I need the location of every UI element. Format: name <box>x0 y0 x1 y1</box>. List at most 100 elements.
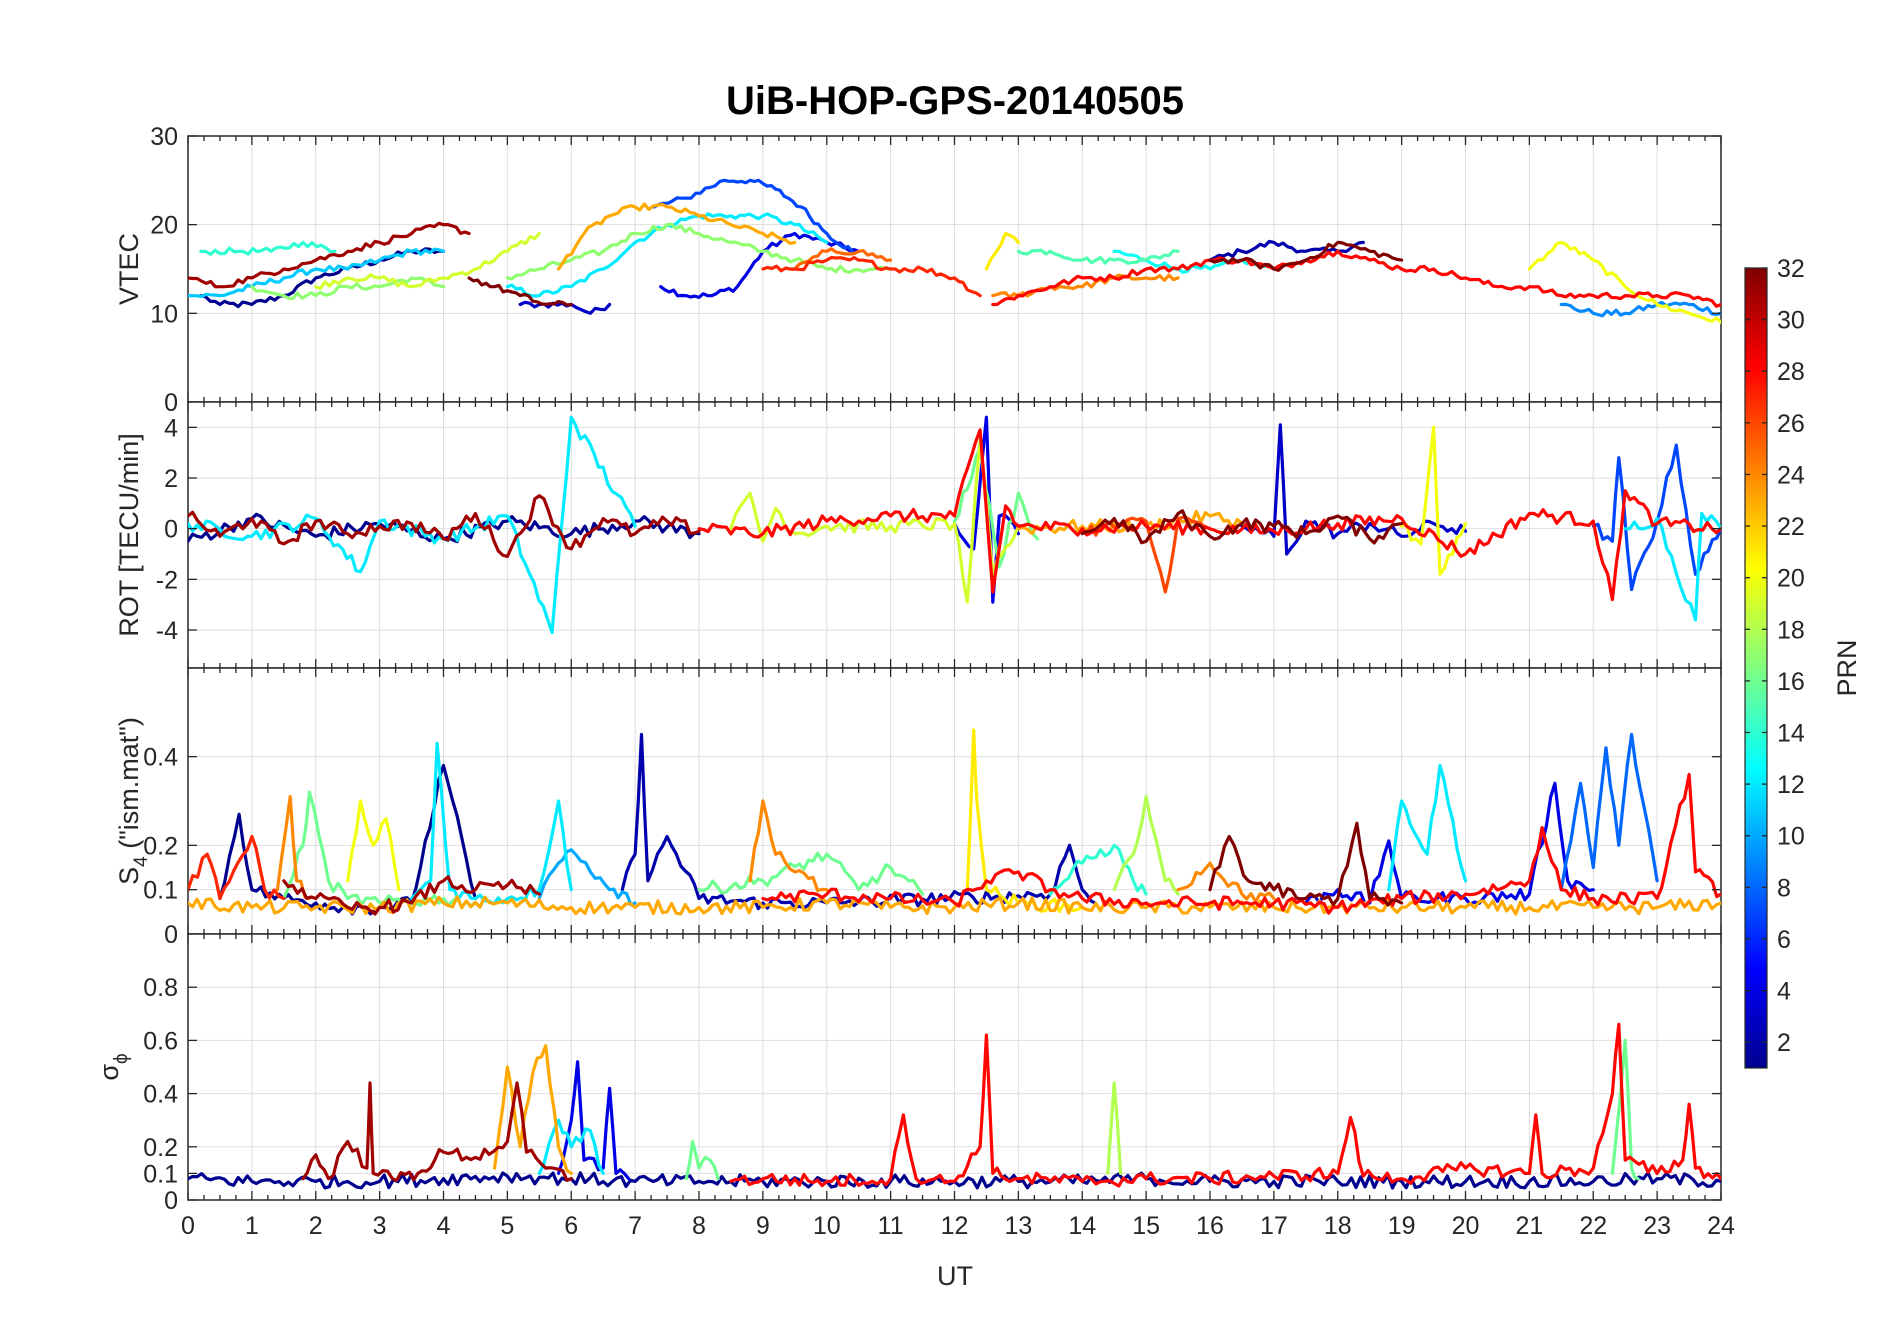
series-prn-4 <box>1304 781 1595 907</box>
x-tick-label: 4 <box>437 1212 451 1240</box>
y-tick-label: 0 <box>164 921 178 949</box>
series-prn-12 <box>188 415 637 635</box>
series-prn-18 <box>1106 1081 1123 1175</box>
x-tick-label: 3 <box>373 1212 387 1240</box>
series-prn-25 <box>793 247 893 271</box>
x-tick-label: 1 <box>245 1212 259 1240</box>
x-tick-label: 11 <box>878 1212 904 1240</box>
y-axis-label-vtec: VTEC <box>114 233 144 305</box>
series-prn-8 <box>1559 732 1659 892</box>
panel-vtec: 0 10 20 30 VTEC <box>114 123 1722 417</box>
series-prn-23 <box>493 1044 573 1175</box>
x-tick-label: 7 <box>628 1212 642 1240</box>
colorbar-tick-label: 22 <box>1777 513 1805 541</box>
y-axis-label-s4: S4 ("ism.mat") <box>114 717 152 885</box>
y-tick-label: 0.6 <box>143 1027 178 1055</box>
colorbar-tick-label: 14 <box>1777 720 1805 748</box>
series-prn-16 <box>697 851 925 896</box>
y-tick-label: 0.2 <box>143 832 178 860</box>
x-tick-label: 14 <box>1068 1212 1096 1240</box>
x-tick-label: 2 <box>309 1212 323 1240</box>
x-tick-label: 12 <box>941 1212 969 1240</box>
series-group-s4 <box>188 728 1721 916</box>
x-tick-label: 17 <box>1260 1212 1288 1240</box>
colorbar-tick-label: 20 <box>1777 565 1805 593</box>
series-prn-9 <box>1559 300 1721 318</box>
series-prn-31 <box>301 1081 573 1183</box>
colorbar-tick-label: 18 <box>1777 616 1805 644</box>
series-prn-20 <box>346 799 401 892</box>
colorbar-tick-label: 28 <box>1777 358 1805 386</box>
series-prn-32 <box>1208 821 1404 907</box>
series-prn-24 <box>1176 861 1276 903</box>
panel-s4: 0 0.1 0.2 0.4S4 ("ism.mat") <box>114 667 1722 949</box>
colorbar-tick-label: 30 <box>1777 307 1805 335</box>
series-prn-21 <box>984 231 1020 271</box>
colorbar-tick-label: 26 <box>1777 410 1805 438</box>
series-prn-12 <box>1387 763 1468 892</box>
y-tick-label: 0 <box>164 516 178 544</box>
colorbar-tick-label: 10 <box>1777 823 1805 851</box>
colorbar-tick-label: 16 <box>1777 668 1805 696</box>
series-group-vtec <box>188 178 1721 324</box>
series-prn-24 <box>748 799 829 893</box>
series-prn-23 <box>188 895 1721 916</box>
series-prn-17 <box>505 222 893 281</box>
series-prn-28 <box>729 1022 1721 1188</box>
series-prn-7 <box>1591 443 1721 592</box>
series-prn-32 <box>467 276 573 307</box>
series-prn-17 <box>250 276 446 301</box>
series-prn-15 <box>1016 248 1180 265</box>
colorbar-tick-label: 8 <box>1777 874 1791 902</box>
colorbar-label: PRN <box>1832 639 1862 696</box>
series-prn-4 <box>952 415 1020 604</box>
series-prn-16 <box>1610 1038 1640 1181</box>
series-prn-14 <box>1048 843 1148 896</box>
series-prn-12 <box>1623 511 1721 622</box>
colorbar-tick-label: 32 <box>1777 255 1805 283</box>
panel-rot: -4 -2 0 2 4 ROT [TECU/min] <box>114 401 1722 669</box>
series-prn-31 <box>188 221 471 289</box>
series-prn-28 <box>991 249 1721 308</box>
x-tick-label: 22 <box>1579 1212 1607 1240</box>
y-tick-label: 0 <box>164 1187 178 1215</box>
x-tick-label: 15 <box>1132 1212 1160 1240</box>
series-prn-23 <box>1016 509 1244 536</box>
y-tick-label: 0 <box>164 389 178 417</box>
series-prn-32 <box>1208 240 1404 272</box>
colorbar-gradient <box>1744 267 1768 1069</box>
series-prn-19 <box>314 231 541 291</box>
series-prn-27 <box>761 255 982 298</box>
x-tick-label: 6 <box>564 1212 578 1240</box>
x-tick-label: 10 <box>813 1212 841 1240</box>
series-prn-31 <box>188 494 701 559</box>
series-prn-24 <box>991 273 1180 299</box>
series-prn-12 <box>537 1118 605 1175</box>
y-tick-label: 0.1 <box>143 877 178 905</box>
chart-title: UiB-HOP-GPS-20140505 <box>726 79 1184 123</box>
colorbar-tick-label: 6 <box>1777 926 1791 954</box>
x-tick-label: 24 <box>1707 1212 1735 1240</box>
x-tick-label: 21 <box>1515 1212 1543 1240</box>
series-prn-20 <box>1527 240 1721 324</box>
y-tick-label: 4 <box>164 414 178 442</box>
x-tick-label: 20 <box>1452 1212 1480 1240</box>
y-axis-label-sigma_phi: σϕ <box>94 1053 132 1080</box>
series-prn-7 <box>652 178 854 253</box>
y-tick-label: 2 <box>164 465 178 493</box>
y-tick-label: 0.2 <box>143 1134 178 1162</box>
x-tick-label: 8 <box>692 1212 706 1240</box>
colorbar-tick-label: 24 <box>1777 461 1805 489</box>
y-tick-label: 20 <box>150 212 178 240</box>
x-tick-label: 19 <box>1388 1212 1416 1240</box>
series-prn-27 <box>188 834 286 901</box>
series-prn-28 <box>697 428 1721 602</box>
series-prn-23 <box>556 202 797 271</box>
x-tick-label: 23 <box>1643 1212 1671 1240</box>
x-tick-label: 9 <box>756 1212 770 1240</box>
y-tick-label: 0.4 <box>143 1081 178 1109</box>
series-group-rot <box>188 415 1721 635</box>
